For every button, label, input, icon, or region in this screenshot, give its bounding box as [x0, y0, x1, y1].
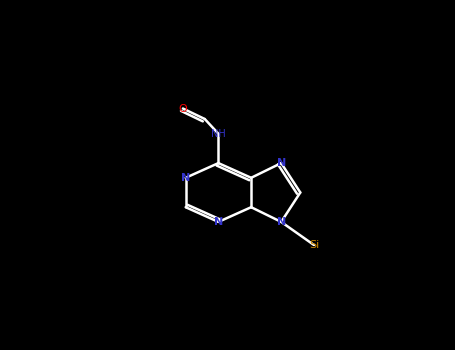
Text: NH: NH	[211, 129, 226, 139]
Text: Si: Si	[309, 240, 319, 250]
Text: O: O	[178, 104, 187, 113]
Text: N: N	[277, 158, 286, 168]
Text: N: N	[214, 217, 223, 227]
Text: N: N	[277, 217, 286, 227]
Text: N: N	[181, 173, 190, 183]
